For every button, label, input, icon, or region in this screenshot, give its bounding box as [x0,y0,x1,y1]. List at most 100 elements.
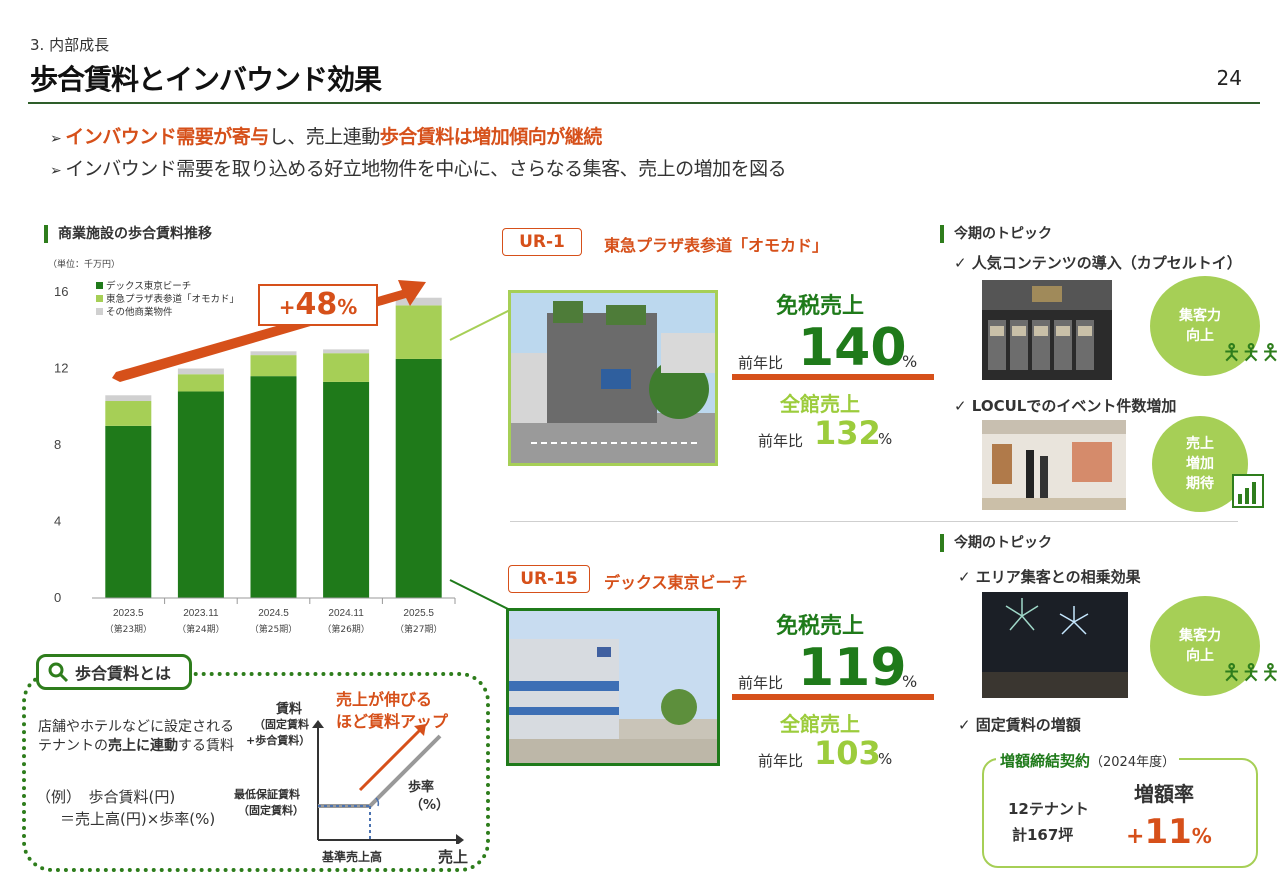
diagram-min-label-1: 最低保証賃料 [234,788,300,801]
y-tick-label: 12 [54,361,68,376]
circle-text-line2: 向上 [1186,328,1214,344]
section-label: 3. 内部成長 [30,36,110,54]
title-divider [28,102,1260,104]
search-icon [48,662,69,683]
check-icon: ✓ [958,568,976,586]
ur1-yoy-label: 前年比 [738,354,784,372]
circle-text-line2: 増加 [1186,456,1214,472]
bar-segment [177,391,224,598]
growth-badge: +48% [258,284,378,326]
people-icon: 🯅🯅🯅 [1222,661,1280,686]
ur15-topic-title: 今期のトピック [940,534,1052,552]
ur15-tag: UR-15 [508,565,590,593]
bar-segment [250,376,297,598]
page-number: 24 [1216,66,1242,90]
bar-segment [250,355,297,377]
ur1-property-name: 東急プラザ表参道「オモカド」 [604,236,829,255]
bullet-1-highlight-b: 歩合賃料は増加傾向が継続 [379,126,603,148]
bar-segment [250,351,297,356]
rent-stacked-bar-chart: 04812162023.5（第23期）2023.11（第24期）2024.5（第… [54,280,456,635]
bullet-1-text: し、売上連動 [268,126,381,148]
contract-title: 増額締結契約（2024年度） [996,750,1180,771]
desc-part-c: する賃料 [178,738,234,754]
circle-text-line1: 売上 [1186,436,1214,452]
bar-segment [105,395,152,402]
ur15-duty-free-pct: % [902,672,918,691]
y-tick-label: 8 [54,437,61,452]
ur1-total-yoy-label: 前年比 [758,432,804,450]
decks-photo [506,608,720,766]
x-tick-label: 2024.11 [328,608,364,619]
contract-year: （2024年度） [1090,755,1176,770]
diagram-x-base: 基準売上高 [322,850,383,864]
rent-formula-diagram [312,720,464,844]
ur15-topic-2-text: 固定賃料の増額 [975,716,1081,734]
ur1-duty-free-pct: % [902,352,918,371]
bar-segment [395,358,442,598]
ur15-property-name: デックス東京ビーチ [604,573,748,592]
bullet-1-highlight-a: インバウンド需要が寄与 [65,126,269,148]
bar-segment [323,381,370,598]
contract-area: 計167坪 [1012,826,1074,844]
x-tick-sublabel: （第25期） [250,623,297,635]
capsule-toy-photo [982,280,1112,380]
y-tick-label: 0 [54,590,61,605]
ur1-divider [732,374,934,380]
explainer-example-2: ＝売上高(円)×歩率(%) [60,810,216,828]
circle-text-line3: 期待 [1186,476,1214,492]
growth-value: 48 [295,287,338,322]
ur1-total-pct: % [878,430,893,448]
diagram-y-axis: 賃料 [276,702,303,717]
legend-label: その他商業物件 [106,306,173,318]
ur1-circle-1: 集客力 向上 [1150,276,1260,376]
ur15-total-yoy-label: 前年比 [758,752,804,770]
increase-value: 11 [1144,812,1192,852]
ur15-duty-free-label: 免税売上 [776,614,865,639]
diagram-x-axis: 売上 [438,848,469,866]
bar-segment [323,349,370,354]
ur15-circle-1: 集客力 向上 [1150,596,1260,696]
explainer-desc-2: テナントの売上に連動する賃料 [38,735,234,755]
explainer-pill: 歩合賃料とは [36,654,192,690]
legend-label: 東急プラザ表参道「オモカド」 [106,293,239,305]
legend-swatch [96,295,103,302]
omokado-photo [508,290,718,466]
diagram-headline-1: 売上が伸びる [336,690,433,709]
diagram-min-label-2: （固定賃料） [238,804,304,817]
growth-arrow-icon [112,280,426,382]
x-tick-sublabel: （第26期） [322,623,369,635]
check-icon: ✓ [954,254,972,272]
increase-figure: +11% [1126,812,1212,852]
ur15-topic-1: ✓ エリア集客との相乗効果 [958,566,1141,587]
chart-up-icon [1232,474,1264,508]
ur15-divider [732,694,934,700]
diagram-headline-2: ほど賃料アップ [336,712,449,731]
desc-part-a: テナントの [38,738,108,754]
ur15-total-label: 全館売上 [780,712,860,736]
chart-title: 商業施設の歩合賃料推移 [44,225,212,243]
explainer-pill-text: 歩合賃料とは [75,664,172,683]
connector-lines [449,309,511,611]
bar-segment [395,297,442,306]
ur1-topic-2: ✓ LOCULでのイベント件数増加 [954,395,1176,416]
bar-segment [177,374,224,392]
check-icon: ✓ [954,397,972,415]
ur15-total-value: 103 [814,734,881,772]
ur15-topic-1-text: エリア集客との相乗効果 [975,568,1141,586]
y-tick-label: 4 [54,514,61,529]
desc-part-b: 売上に連動 [108,738,178,754]
circle-text-line2: 向上 [1186,648,1214,664]
explainer-example-1: （例） 歩合賃料(円) [36,788,176,806]
x-tick-label: 2025.5 [403,608,434,619]
ur1-topic-1-text: 人気コンテンツの導入（カプセルトイ） [971,254,1242,272]
contract-tenants: 12テナント [1008,800,1089,818]
ur1-tag: UR-1 [502,228,582,256]
diagram-y-axis-sub1: （固定賃料 [254,718,309,731]
fireworks-photo [982,592,1128,698]
page-title: 歩合賃料とインバウンド効果 [30,63,382,96]
growth-unit: % [337,295,358,319]
bar-segment [395,305,442,359]
ur1-total-label: 全館売上 [780,392,860,416]
ur1-topic-1: ✓ 人気コンテンツの導入（カプセルトイ） [954,252,1242,273]
x-tick-label: 2023.11 [183,608,219,619]
